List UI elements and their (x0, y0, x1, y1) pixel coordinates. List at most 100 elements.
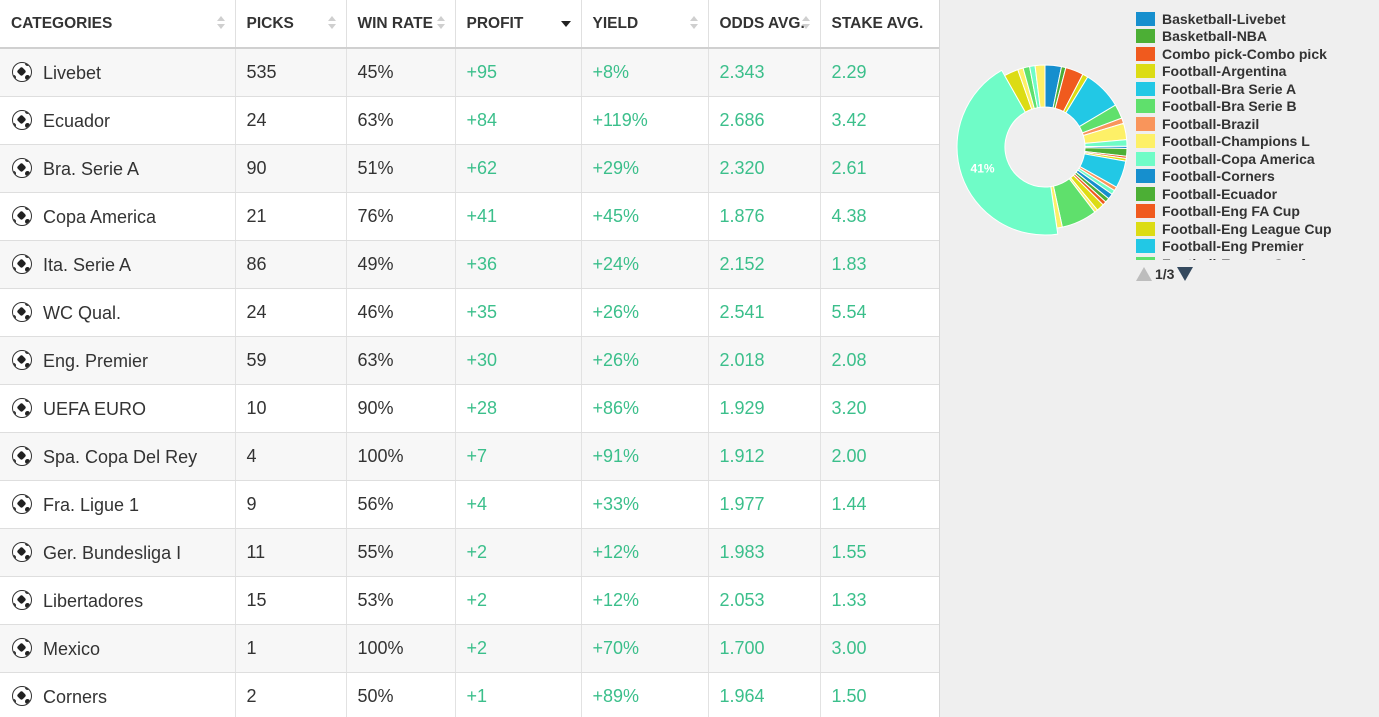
legend-item[interactable]: Football-Bra Serie B (1136, 98, 1366, 116)
sort-icon[interactable] (436, 16, 446, 30)
pager-down-icon[interactable] (1177, 267, 1194, 281)
cell-profit: +95 (455, 48, 582, 97)
cell-yield: +26% (581, 336, 709, 385)
cell-profit: +30 (455, 336, 582, 385)
cell-category: Ger. Bundesliga I (0, 528, 236, 577)
cell-picks: 15 (235, 576, 347, 625)
legend-item[interactable]: Basketball-NBA (1136, 28, 1366, 46)
header-categories[interactable]: CATEGORIES (0, 0, 236, 49)
category-label: Mexico (43, 638, 101, 659)
category-label: Corners (43, 686, 108, 707)
cell-odds: 2.320 (708, 144, 821, 193)
legend-item[interactable]: Football-Copa America (1136, 150, 1366, 168)
cell-odds: 2.152 (708, 240, 821, 289)
legend-swatch (1136, 256, 1155, 260)
table-row[interactable]: WC Qual. 24 46% +35 +26% 2.541 5.54 (0, 288, 939, 337)
pager-up-icon[interactable] (1136, 267, 1152, 281)
table-row[interactable]: UEFA EURO 10 90% +28 +86% 1.929 3.20 (0, 384, 939, 433)
cell-yield: +12% (581, 528, 709, 577)
cell-yield: +24% (581, 240, 709, 289)
header-label: PROFIT (466, 14, 524, 32)
cell-win-rate: 63% (346, 96, 456, 145)
soccer-ball-icon (12, 541, 32, 562)
category-label: Ger. Bundesliga I (43, 542, 182, 563)
sort-icon[interactable] (689, 16, 699, 30)
legend-label: Football-Eng League Cup (1162, 220, 1332, 237)
table-row[interactable]: Ecuador 24 63% +84 +119% 2.686 3.42 (0, 96, 939, 145)
legend-swatch (1136, 221, 1155, 236)
sort-icon[interactable] (801, 16, 811, 30)
header-stake-avg[interactable]: STAKE AVG. (820, 0, 939, 49)
cell-picks: 9 (235, 480, 347, 529)
donut-chart: 41% (955, 50, 1135, 245)
legend-label: Basketball-Livebet (1162, 10, 1286, 27)
sort-desc-icon[interactable] (560, 21, 571, 27)
soccer-ball-icon (12, 445, 32, 466)
cell-odds: 2.686 (708, 96, 821, 145)
cell-yield: +45% (581, 192, 709, 241)
cell-category: WC Qual. (0, 288, 236, 337)
legend-item[interactable]: Football-Argentina (1136, 63, 1366, 81)
cell-picks: 86 (235, 240, 347, 289)
cell-yield: +12% (581, 576, 709, 625)
header-odds-avg[interactable]: ODDS AVG. (708, 0, 821, 49)
cell-picks: 24 (235, 288, 347, 337)
legend-swatch (1136, 116, 1155, 131)
legend-item[interactable]: Combo pick-Combo pick (1136, 45, 1366, 63)
legend-item[interactable]: Football-Bra Serie A (1136, 80, 1366, 98)
legend-label: Football-Champions L (1162, 133, 1310, 150)
cell-odds: 2.018 (708, 336, 821, 385)
cell-stake: 1.50 (820, 672, 939, 717)
cell-category: Mexico (0, 624, 236, 673)
cell-yield: +26% (581, 288, 709, 337)
legend-item[interactable]: Football-Eng League Cup (1136, 220, 1366, 238)
legend-item[interactable]: Football-Brazil (1136, 115, 1366, 133)
sort-icon[interactable] (327, 16, 337, 30)
table-row[interactable]: Livebet 535 45% +95 +8% 2.343 2.29 (0, 48, 939, 97)
cell-profit: +2 (455, 624, 582, 673)
header-profit[interactable]: PROFIT (455, 0, 582, 49)
header-label: WIN RATE (357, 14, 433, 32)
legend-item[interactable]: Football-Eng Premier (1136, 238, 1366, 256)
cell-picks: 90 (235, 144, 347, 193)
legend-item[interactable]: Football-Eng FA Cup (1136, 203, 1366, 221)
table-row[interactable]: Eng. Premier 59 63% +30 +26% 2.018 2.08 (0, 336, 939, 385)
legend-item[interactable]: Football-Europa Conference (1136, 255, 1366, 260)
cell-profit: +35 (455, 288, 582, 337)
sort-icon[interactable] (216, 16, 226, 30)
legend-item[interactable]: Football-Ecuador (1136, 185, 1366, 203)
legend-label: Football-Eng Premier (1162, 238, 1304, 255)
legend-item[interactable]: Basketball-Livebet (1136, 10, 1366, 28)
cell-category: UEFA EURO (0, 384, 236, 433)
cell-odds: 1.876 (708, 192, 821, 241)
header-picks[interactable]: PICKS (235, 0, 347, 49)
cell-yield: +29% (581, 144, 709, 193)
table-row[interactable]: Libertadores 15 53% +2 +12% 2.053 1.33 (0, 576, 939, 625)
table-row[interactable]: Bra. Serie A 90 51% +62 +29% 2.320 2.61 (0, 144, 939, 193)
pager-label: 1/3 (1155, 266, 1175, 282)
header-win-rate[interactable]: WIN RATE (346, 0, 456, 49)
table-row[interactable]: Ger. Bundesliga I 11 55% +2 +12% 1.983 1.55 (0, 528, 939, 577)
table-row[interactable]: Corners 2 50% +1 +89% 1.964 1.50 (0, 672, 939, 717)
table-row[interactable]: Spa. Copa Del Rey 4 100% +7 +91% 1.912 2.00 (0, 432, 939, 481)
cell-profit: +36 (455, 240, 582, 289)
cell-profit: +4 (455, 480, 582, 529)
table-row[interactable]: Ita. Serie A 86 49% +36 +24% 2.152 1.83 (0, 240, 939, 289)
pie-slice-28[interactable] (1034, 64, 1046, 108)
cell-win-rate: 56% (346, 480, 456, 529)
legend-item[interactable]: Football-Champions L (1136, 133, 1366, 151)
cell-picks: 4 (235, 432, 347, 481)
table-body: Livebet 535 45% +95 +8% 2.343 2.29 Ecuador 24 63%… (0, 48, 939, 717)
cell-stake: 5.54 (820, 288, 939, 337)
header-yield[interactable]: YIELD (581, 0, 709, 49)
soccer-ball-icon (12, 637, 32, 658)
cell-win-rate: 46% (346, 288, 456, 337)
cell-picks: 11 (235, 528, 347, 577)
table-row[interactable]: Mexico 1 100% +2 +70% 1.700 3.00 (0, 624, 939, 673)
pie-slice-23[interactable] (956, 69, 1059, 236)
table-row[interactable]: Copa America 21 76% +41 +45% 1.876 4.38 (0, 192, 939, 241)
chart-legend: Basketball-Livebet Basketball-NBA Combo pi… (1136, 10, 1366, 260)
table-row[interactable]: Fra. Ligue 1 9 56% +4 +33% 1.977 1.44 (0, 480, 939, 529)
legend-item[interactable]: Football-Corners (1136, 168, 1366, 186)
cell-picks: 1 (235, 624, 347, 673)
